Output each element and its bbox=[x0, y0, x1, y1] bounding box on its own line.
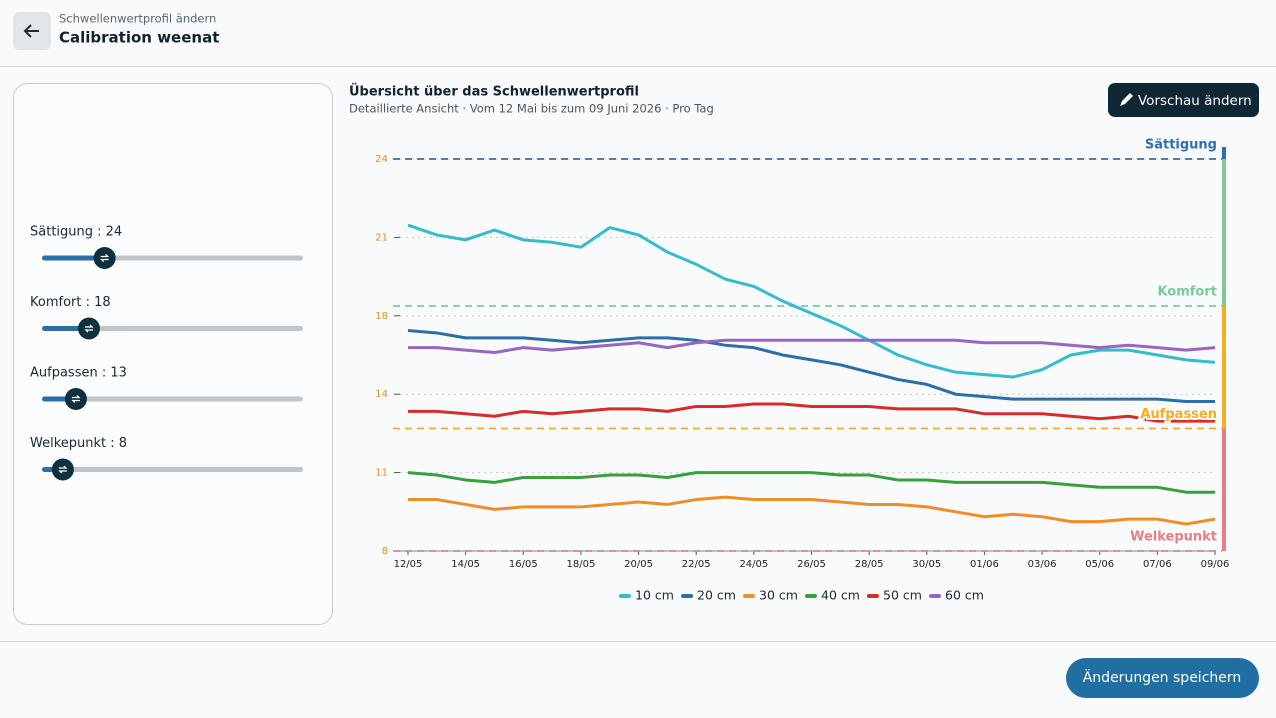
legend-swatch bbox=[805, 594, 817, 598]
x-tick-label: 09/06 bbox=[1201, 559, 1230, 570]
slider-track bbox=[42, 396, 303, 402]
legend-swatch bbox=[619, 594, 631, 598]
x-tick-label: 01/06 bbox=[970, 559, 999, 570]
threshold-band bbox=[1222, 306, 1226, 429]
y-tick-label: 8 bbox=[382, 546, 388, 557]
slider-thumb[interactable] bbox=[64, 388, 87, 410]
x-tick-label: 07/06 bbox=[1143, 559, 1172, 570]
y-tick-label: 11 bbox=[375, 468, 388, 479]
x-tick-label: 05/06 bbox=[1085, 559, 1114, 570]
threshold-band bbox=[1222, 428, 1226, 551]
threshold-label: Komfort bbox=[1157, 285, 1217, 300]
save-button-label: Änderungen speichern bbox=[1083, 668, 1242, 686]
x-tick-label: 22/05 bbox=[682, 559, 711, 570]
x-tick-label: 18/05 bbox=[567, 559, 596, 570]
series-line bbox=[407, 329, 1215, 404]
slider-label: Komfort : 18 bbox=[30, 295, 111, 310]
threshold-label: Sättigung bbox=[1145, 138, 1217, 153]
slider-label: Sättigung : 24 bbox=[30, 225, 122, 240]
threshold-band bbox=[1222, 147, 1226, 159]
x-tick-label: 16/05 bbox=[509, 559, 538, 570]
legend-swatch bbox=[743, 594, 755, 598]
x-tick-label: 30/05 bbox=[912, 559, 941, 570]
series-line bbox=[407, 223, 1216, 379]
x-tick-label: 20/05 bbox=[624, 559, 653, 570]
threshold-label: Aufpassen bbox=[1140, 407, 1217, 422]
slider-fill bbox=[42, 326, 89, 331]
legend-label: 50 cm bbox=[883, 588, 922, 603]
pencil-icon bbox=[1120, 93, 1133, 106]
series-line bbox=[408, 495, 1216, 526]
slider-fill bbox=[42, 255, 105, 261]
x-tick-label: 26/05 bbox=[797, 559, 826, 570]
header-subtitle: Schwellenwertprofil ändern bbox=[59, 12, 216, 26]
x-tick-label: 12/05 bbox=[394, 559, 423, 570]
thumb-icon bbox=[84, 324, 94, 333]
y-tick-label: 21 bbox=[375, 232, 388, 243]
chart-title: Übersicht über das Schwellenwertprofil bbox=[349, 84, 639, 100]
threshold-band bbox=[1222, 159, 1226, 306]
slider-track bbox=[42, 326, 303, 331]
y-tick-label: 24 bbox=[375, 154, 388, 165]
slider-label: Welkepunkt : 8 bbox=[30, 436, 127, 451]
x-tick-label: 28/05 bbox=[855, 559, 884, 570]
slider-thumb[interactable] bbox=[93, 247, 116, 269]
threshold-label: Welkepunkt bbox=[1130, 530, 1217, 545]
legend-label: 60 cm bbox=[945, 588, 984, 603]
thumb-icon bbox=[58, 465, 68, 474]
legend-label: 10 cm bbox=[635, 588, 674, 603]
legend-swatch bbox=[929, 594, 941, 598]
slider-thumb[interactable] bbox=[51, 458, 74, 481]
slider-track bbox=[42, 467, 303, 472]
legend-label: 30 cm bbox=[759, 588, 798, 603]
slider-panel bbox=[13, 83, 333, 625]
thumb-icon bbox=[100, 254, 110, 262]
x-tick-label: 03/06 bbox=[1028, 559, 1057, 570]
edit-button[interactable] bbox=[1108, 83, 1259, 117]
thumb-icon bbox=[71, 395, 81, 403]
chart-subtitle: Detaillierte Ansicht · Vom 12 Mai bis zu… bbox=[349, 102, 714, 116]
slider-thumb[interactable] bbox=[77, 317, 100, 340]
edit-button-label: Vorschau ändern bbox=[1138, 93, 1252, 109]
series-line bbox=[408, 402, 1215, 423]
legend-label: 40 cm bbox=[821, 588, 860, 603]
slider-label: Aufpassen : 13 bbox=[30, 366, 127, 381]
legend-swatch bbox=[681, 594, 693, 598]
header-title: Calibration weenat bbox=[59, 29, 219, 47]
x-tick-label: 14/05 bbox=[451, 559, 480, 570]
legend-label: 20 cm bbox=[697, 588, 736, 603]
save-button[interactable] bbox=[1066, 658, 1259, 698]
y-tick-label: 14 bbox=[375, 389, 388, 400]
x-tick-label: 24/05 bbox=[739, 559, 768, 570]
series-line bbox=[408, 338, 1216, 355]
y-tick-label: 18 bbox=[375, 311, 388, 322]
back-icon bbox=[23, 24, 39, 38]
series-line bbox=[407, 471, 1215, 494]
legend-swatch bbox=[867, 594, 879, 598]
